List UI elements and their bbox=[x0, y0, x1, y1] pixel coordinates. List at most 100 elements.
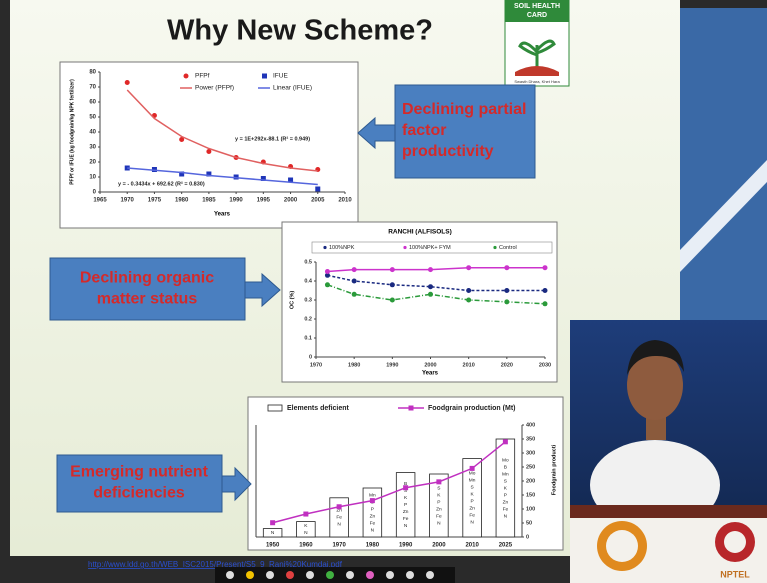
legend-swatch bbox=[184, 74, 189, 79]
tool-icon[interactable] bbox=[426, 571, 434, 579]
legend-label: Elements deficient bbox=[287, 405, 350, 412]
tool-icon[interactable] bbox=[306, 571, 314, 579]
x-tick-label: 2010 bbox=[338, 198, 352, 204]
point bbox=[470, 466, 475, 471]
legend-swatch bbox=[409, 406, 414, 411]
legend-label: PFPf bbox=[195, 73, 210, 80]
y-tick-label: 300 bbox=[526, 450, 535, 456]
bar-element-label: Fe bbox=[370, 520, 376, 526]
point bbox=[504, 299, 509, 304]
legend-label: Power (PFPf) bbox=[195, 85, 234, 92]
x-tick-label: 1970 bbox=[332, 543, 346, 549]
point bbox=[390, 282, 395, 287]
y-tick-label: 50 bbox=[526, 520, 532, 526]
point bbox=[270, 520, 275, 525]
y-tick-label: 0 bbox=[309, 354, 312, 360]
tool-icon[interactable] bbox=[386, 571, 394, 579]
legend-swatch bbox=[262, 74, 267, 79]
tool-icon[interactable] bbox=[246, 571, 254, 579]
point bbox=[543, 288, 548, 293]
x-axis-title: Years bbox=[214, 212, 231, 218]
bar-element-label: S bbox=[504, 478, 507, 484]
y-tick-label: 40 bbox=[89, 130, 96, 136]
y-tick-label: 0.2 bbox=[304, 316, 312, 322]
x-tick-label: 2010 bbox=[463, 362, 475, 368]
point bbox=[543, 301, 548, 306]
y-tick-label: 100 bbox=[526, 506, 535, 512]
y-tick-label: 30 bbox=[89, 145, 96, 151]
y-tick-label: 150 bbox=[526, 492, 535, 498]
bar-element-label: Zn bbox=[370, 513, 376, 519]
point bbox=[352, 279, 357, 284]
point bbox=[325, 269, 330, 274]
point bbox=[504, 288, 509, 293]
point bbox=[428, 267, 433, 272]
y-tick-label: 50 bbox=[89, 115, 96, 121]
bar-element-label: N bbox=[437, 520, 441, 526]
bar-element-label: Fe bbox=[403, 516, 409, 522]
x-tick-label: 2025 bbox=[499, 543, 513, 549]
bar-element-label: Zn bbox=[469, 506, 475, 512]
y-tick-label: 80 bbox=[89, 70, 96, 76]
y-tick-label: 350 bbox=[526, 436, 535, 442]
tool-icon[interactable] bbox=[346, 571, 354, 579]
bar-element-label: Mo bbox=[469, 471, 476, 477]
callout-text: Emerging nutrient bbox=[70, 464, 208, 481]
x-tick-label: 1960 bbox=[299, 543, 313, 549]
point bbox=[303, 512, 308, 517]
callout-text: Declining partial bbox=[402, 101, 526, 118]
y-tick-label: 0.5 bbox=[304, 259, 312, 265]
chart-title: RANCHI (ALFISOLS) bbox=[388, 229, 452, 236]
point bbox=[352, 292, 357, 297]
tool-icon[interactable] bbox=[366, 571, 374, 579]
bar-element-label: N bbox=[470, 520, 474, 526]
screen: NPTEL Swasth Dhara, Khet Hara Why New Sc… bbox=[0, 0, 767, 583]
slide-title: Why New Scheme? bbox=[167, 15, 433, 47]
point bbox=[504, 265, 509, 270]
tool-icon[interactable] bbox=[266, 571, 274, 579]
point bbox=[370, 498, 375, 503]
y-tick-label: 0.1 bbox=[304, 335, 312, 341]
y-tick-label: 60 bbox=[89, 100, 96, 106]
bar-element-label: Fe bbox=[503, 506, 509, 512]
tool-icon[interactable] bbox=[286, 571, 294, 579]
tool-icon[interactable] bbox=[226, 571, 234, 579]
point bbox=[436, 479, 441, 484]
nptel-label: NPTEL bbox=[720, 569, 750, 579]
point bbox=[543, 265, 548, 270]
page: NPTEL Swasth Dhara, Khet Hara Why New Sc… bbox=[0, 0, 767, 583]
bar-element-label: N bbox=[337, 522, 341, 528]
bar-element-label: Zn bbox=[403, 509, 409, 515]
point bbox=[390, 267, 395, 272]
y-axis-title: Foodgrain producti bbox=[551, 444, 557, 495]
bar-element-label: P bbox=[471, 499, 474, 505]
x-tick-label: 2000 bbox=[432, 543, 446, 549]
point bbox=[428, 284, 433, 289]
x-tick-label: 1995 bbox=[257, 198, 271, 204]
x-tick-label: 2020 bbox=[501, 362, 513, 368]
x-tick-label: 1980 bbox=[366, 543, 380, 549]
legend-label: Foodgrain production (Mt) bbox=[428, 405, 515, 412]
point bbox=[390, 298, 395, 303]
tool-icon[interactable] bbox=[326, 571, 334, 579]
nptel-emblem-inner bbox=[724, 531, 746, 553]
y-tick-label: 250 bbox=[526, 464, 535, 470]
y-tick-label: 0.4 bbox=[304, 278, 313, 284]
point bbox=[325, 282, 330, 287]
point bbox=[503, 439, 508, 444]
point bbox=[466, 298, 471, 303]
x-tick-label: 1970 bbox=[121, 198, 135, 204]
legend-swatch bbox=[268, 405, 282, 411]
video-strip bbox=[570, 505, 767, 518]
legend-label: 100%NPK+ FYM bbox=[409, 245, 451, 251]
x-axis-title: Years bbox=[422, 371, 439, 377]
x-tick-label: 2000 bbox=[284, 198, 298, 204]
callout-text: factor bbox=[402, 122, 446, 139]
bar-element-label: Zn bbox=[503, 499, 509, 505]
legend-swatch bbox=[403, 246, 406, 249]
equation: y = 1E+292x-88.1 (R² = 0.949) bbox=[235, 135, 310, 142]
x-tick-label: 1980 bbox=[175, 198, 189, 204]
x-tick-label: 2000 bbox=[424, 362, 436, 368]
x-tick-label: 2005 bbox=[311, 198, 325, 204]
tool-icon[interactable] bbox=[406, 571, 414, 579]
